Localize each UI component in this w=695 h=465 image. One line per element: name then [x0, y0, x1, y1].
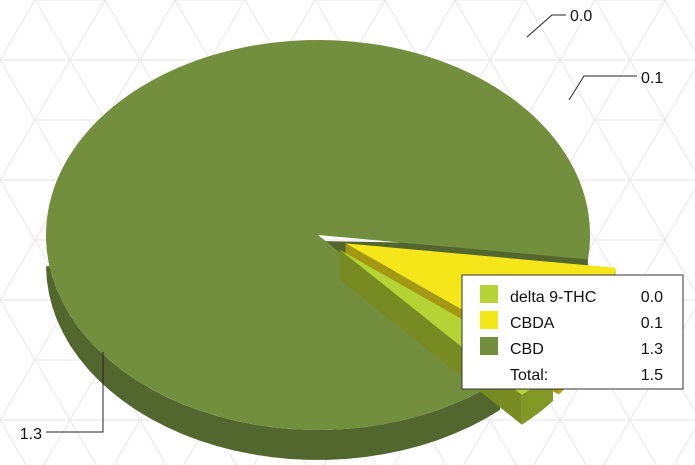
legend-value-cbda: 0.1: [641, 315, 663, 332]
slice-wall-cbd: [46, 236, 590, 460]
legend-total-label: Total:: [510, 367, 548, 384]
data-label-cbd: 1.3: [20, 426, 42, 443]
slice-cbd: [46, 39, 591, 460]
data-label-cbda: 0.1: [641, 70, 663, 87]
slice-top-cbd: [46, 39, 591, 430]
leader-line-cbd: [46, 352, 104, 433]
legend-swatch-cbda: [480, 311, 498, 329]
legend-box: [461, 274, 684, 390]
legend-value-cbd: 1.3: [641, 341, 663, 358]
legend-label-delta9thc: delta 9-THC: [510, 289, 596, 306]
labels-layer: 0.0 0.1 1.3: [20, 8, 664, 443]
legend-value-delta9thc: 0.0: [641, 289, 663, 306]
legend-swatch-cbd: [480, 337, 498, 355]
legend-label-cbd: CBD: [510, 341, 544, 358]
leader-line-delta9thc: [526, 14, 566, 38]
legend-total-value: 1.5: [641, 367, 663, 384]
data-label-delta9thc: 0.0: [570, 8, 592, 25]
legend-swatch-delta9thc: [480, 285, 498, 303]
legend-label-cbda: CBDA: [510, 315, 555, 332]
legend: delta 9-THC 0.0 CBDA 0.1 CBD 1.3 Total: …: [461, 274, 684, 390]
leader-line-cbda: [568, 75, 637, 101]
